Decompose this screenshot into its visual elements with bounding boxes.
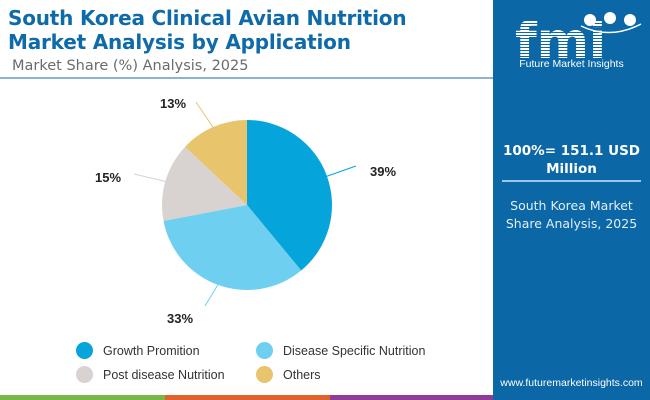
pie-slice-post-disease-nutrition: [162, 146, 247, 221]
market-total: 100%= 151.1 USD Million: [502, 143, 640, 177]
pie-chart: 39% 33% 15% 13%: [95, 96, 396, 326]
pie-slice-disease-specific-nutrition: [163, 205, 302, 290]
legend-label: Disease Specific Nutrition: [283, 343, 426, 358]
title-divider: [0, 77, 493, 79]
legend-swatch: [76, 366, 93, 383]
leader-line: [195, 101, 215, 130]
footer-bar-orange: [165, 395, 330, 400]
data-label: 13%: [160, 96, 186, 111]
panel-divider: [502, 180, 641, 182]
legend-swatch: [256, 342, 273, 359]
chart-subtitle: Market Share (%) Analysis, 2025: [12, 58, 249, 74]
logo-text: Future Market Insights: [519, 58, 624, 70]
data-label: 39%: [370, 164, 396, 179]
panel-description: South Korea Market Share Analysis, 2025: [505, 198, 638, 231]
legend-item-disease-specific-nutrition: Disease Specific Nutrition: [256, 342, 425, 359]
legend-label: Others: [283, 367, 321, 382]
legend-label: Growth Promition: [103, 343, 200, 358]
legend-label: Post disease Nutrition: [103, 367, 225, 382]
website-link[interactable]: www.futuremarketinsights.com: [500, 377, 643, 389]
leader-line: [324, 165, 357, 178]
legend-swatch: [76, 342, 93, 359]
legend-item-others: Others: [256, 366, 321, 383]
leader-line: [133, 173, 168, 183]
data-label: 15%: [95, 170, 121, 185]
footer-bar-purple: [330, 395, 493, 400]
legend-item-post-disease-nutrition: Post disease Nutrition: [76, 366, 225, 383]
fmi-logo-icon: fmi: [515, 12, 642, 70]
pie-slice-growth-promition: [247, 120, 332, 271]
legend-item-growth-promition: Growth Promition: [76, 342, 200, 359]
info-panel: fmi Future Market Insights 100%= 151.1 U…: [493, 0, 650, 400]
pie-slice-others: [185, 120, 247, 205]
data-label: 33%: [167, 311, 193, 326]
footer-bar-green: [0, 395, 165, 400]
chart-title: South Korea Clinical Avian Nutrition Mar…: [8, 6, 407, 54]
leader-line: [204, 282, 220, 307]
legend-swatch: [256, 366, 273, 383]
